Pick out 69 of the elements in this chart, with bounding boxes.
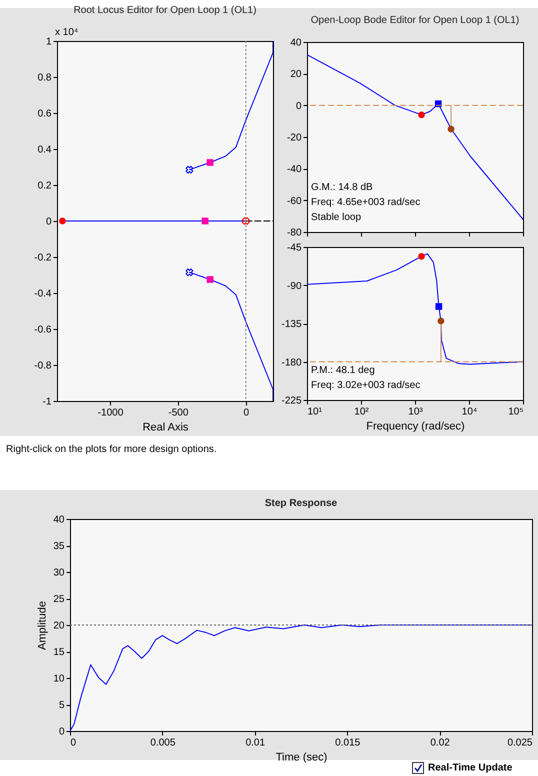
y-tick-label: 1 bbox=[46, 36, 52, 48]
chart-title: Root Locus Editor for Open Loop 1 (OL1) bbox=[74, 5, 256, 16]
point bbox=[186, 268, 194, 276]
y-tick-label: 30 bbox=[53, 568, 65, 578]
x-tick-label: 10³ bbox=[408, 406, 424, 418]
chart-title: Step Response bbox=[264, 498, 338, 509]
text: Real-Time Update bbox=[428, 762, 512, 774]
point bbox=[202, 218, 208, 224]
annotation: G.M.: 14.8 dB bbox=[311, 182, 374, 193]
y-tick-label: 10 bbox=[53, 674, 65, 684]
annotation: Stable loop bbox=[311, 212, 362, 223]
x-axis-title: Real Axis bbox=[142, 422, 189, 434]
y-axis-title: Amplitude bbox=[36, 601, 48, 650]
y-tick-label: -20 bbox=[287, 132, 302, 144]
point bbox=[206, 276, 214, 283]
y-tick-label: 35 bbox=[53, 541, 65, 552]
x-tick-label: 10⁵ bbox=[508, 406, 524, 418]
y-tick-label: 5 bbox=[58, 700, 65, 711]
y-tick-label: 0.4 bbox=[38, 144, 52, 156]
chart-title: Open-Loop Bode Editor for Open Loop 1 (OL1) bbox=[310, 15, 520, 26]
y-tick-label: -0.6 bbox=[34, 324, 52, 336]
y-tick-label: 15 bbox=[53, 647, 65, 658]
x-tick-label: 0.025 bbox=[507, 738, 533, 748]
x-tick-label: 0.01 bbox=[246, 738, 266, 748]
text: x 10⁴ bbox=[55, 27, 78, 38]
y-tick-label: 0 bbox=[46, 216, 52, 228]
y-tick-label: 40 bbox=[290, 38, 302, 48]
x-tick-label: 10¹ bbox=[308, 406, 323, 418]
x-axis-title: Time (sec) bbox=[276, 752, 328, 764]
y-tick-label: -0.4 bbox=[34, 288, 52, 300]
point bbox=[59, 218, 66, 224]
annotation: P.M.: 48.1 deg bbox=[311, 365, 375, 376]
y-tick-label: 40 bbox=[53, 514, 65, 526]
x-axis-title: Frequency (rad/sec) bbox=[366, 420, 465, 432]
point bbox=[206, 159, 214, 166]
y-tick-label: -80 bbox=[287, 228, 302, 238]
y-tick-label: 0.8 bbox=[38, 72, 52, 84]
point bbox=[186, 166, 194, 174]
line-series bbox=[70, 624, 532, 731]
x-tick-label: 10² bbox=[354, 406, 370, 418]
y-tick-label: -60 bbox=[287, 196, 302, 207]
y-tick-label: 20 bbox=[53, 620, 65, 632]
y-tick-label: -45 bbox=[287, 242, 302, 254]
y-tick-label: 0 bbox=[58, 726, 65, 738]
x-tick-label: 10⁴ bbox=[462, 406, 478, 418]
y-tick-label: -0.2 bbox=[34, 252, 52, 264]
y-tick-label: 0 bbox=[296, 100, 302, 112]
y-tick-label: -135 bbox=[281, 319, 302, 330]
text: Right-click on the plots for more design options. bbox=[6, 444, 217, 455]
x-tick-label: -1000 bbox=[98, 408, 124, 418]
x-tick-label: 0.005 bbox=[150, 738, 176, 748]
y-tick-label: 25 bbox=[53, 594, 65, 605]
y-tick-label: 0.6 bbox=[38, 108, 52, 120]
y-tick-label: -0.8 bbox=[34, 360, 52, 372]
point bbox=[242, 217, 250, 225]
x-tick-label: 0 bbox=[244, 408, 250, 418]
x-tick-label: 0.015 bbox=[335, 738, 361, 748]
y-tick-label: -180 bbox=[281, 357, 302, 368]
annotation: Freq: 4.65e+003 rad/sec bbox=[311, 197, 420, 208]
x-tick-label: 0 bbox=[70, 738, 76, 748]
y-tick-label: -90 bbox=[287, 280, 302, 292]
x-tick-label: 0.02 bbox=[430, 738, 450, 748]
y-tick-label: -1 bbox=[42, 396, 52, 408]
y-tick-label: -225 bbox=[281, 396, 302, 406]
annotation: Freq: 3.02e+003 rad/sec bbox=[311, 380, 420, 391]
x-tick-label: -500 bbox=[168, 408, 189, 418]
y-tick-label: 20 bbox=[290, 69, 302, 80]
y-tick-label: -40 bbox=[287, 164, 302, 176]
y-tick-label: 0.2 bbox=[38, 180, 52, 192]
